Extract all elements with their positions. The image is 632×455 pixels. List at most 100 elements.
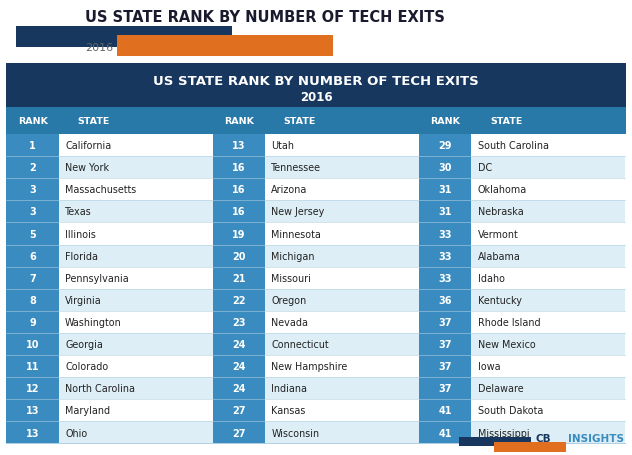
Bar: [265, 135, 419, 157]
Text: 24: 24: [232, 384, 246, 394]
Text: Connecticut: Connecticut: [271, 339, 329, 349]
Bar: [59, 267, 212, 289]
Bar: [419, 334, 471, 355]
Bar: [59, 223, 212, 245]
Text: Indiana: Indiana: [271, 384, 307, 394]
Text: Colorado: Colorado: [65, 361, 109, 371]
Text: Delaware: Delaware: [478, 384, 523, 394]
Text: Illinois: Illinois: [65, 229, 96, 239]
Bar: [419, 245, 471, 267]
Bar: [265, 267, 419, 289]
Text: STATE: STATE: [284, 116, 316, 126]
Text: Missouri: Missouri: [271, 273, 312, 283]
Text: South Dakota: South Dakota: [478, 405, 543, 415]
Bar: [6, 107, 626, 135]
Bar: [471, 201, 625, 223]
Bar: [265, 179, 419, 201]
Bar: [212, 267, 265, 289]
Bar: [6, 64, 626, 107]
Text: Nevada: Nevada: [271, 317, 308, 327]
Bar: [59, 135, 212, 157]
Bar: [212, 179, 265, 201]
Bar: [471, 399, 625, 422]
Text: RANK: RANK: [430, 116, 460, 126]
Bar: [471, 245, 625, 267]
Text: New Jersey: New Jersey: [271, 207, 325, 217]
Text: 5: 5: [29, 229, 36, 239]
Bar: [471, 422, 625, 444]
Text: 37: 37: [439, 317, 452, 327]
Text: Washington: Washington: [65, 317, 122, 327]
Bar: [419, 289, 471, 311]
Bar: [6, 311, 59, 334]
Text: 2016: 2016: [300, 91, 332, 104]
Bar: [471, 267, 625, 289]
Bar: [212, 223, 265, 245]
Text: 37: 37: [439, 339, 452, 349]
Text: 27: 27: [232, 405, 246, 415]
Bar: [419, 378, 471, 399]
Text: 27: 27: [232, 428, 246, 438]
Text: 16: 16: [232, 185, 246, 195]
Text: RANK: RANK: [224, 116, 254, 126]
Text: Vermont: Vermont: [478, 229, 518, 239]
Text: Wisconsin: Wisconsin: [271, 428, 320, 438]
Text: 31: 31: [439, 207, 452, 217]
Text: 41: 41: [439, 405, 452, 415]
Bar: [265, 334, 419, 355]
Bar: [419, 311, 471, 334]
Text: 3: 3: [29, 207, 36, 217]
Text: 13: 13: [232, 141, 246, 151]
Bar: [6, 245, 59, 267]
Bar: [6, 334, 59, 355]
Text: Maryland: Maryland: [65, 405, 111, 415]
Text: 19: 19: [232, 229, 246, 239]
Text: 29: 29: [439, 141, 452, 151]
Text: Iowa: Iowa: [478, 361, 501, 371]
Bar: [265, 422, 419, 444]
Bar: [212, 334, 265, 355]
Text: North Carolina: North Carolina: [65, 384, 135, 394]
Bar: [212, 378, 265, 399]
Text: Kentucky: Kentucky: [478, 295, 521, 305]
Bar: [6, 355, 59, 378]
Text: 21: 21: [232, 273, 246, 283]
Bar: [59, 422, 212, 444]
Bar: [212, 135, 265, 157]
Bar: [59, 201, 212, 223]
Bar: [6, 399, 59, 422]
Bar: [6, 223, 59, 245]
Bar: [212, 355, 265, 378]
Text: Pennsylvania: Pennsylvania: [65, 273, 129, 283]
Bar: [419, 157, 471, 179]
Bar: [419, 267, 471, 289]
Text: US STATE RANK BY NUMBER OF TECH EXITS: US STATE RANK BY NUMBER OF TECH EXITS: [85, 10, 445, 25]
Bar: [419, 179, 471, 201]
Text: Rhode Island: Rhode Island: [478, 317, 540, 327]
Bar: [117, 35, 333, 56]
Text: Georgia: Georgia: [65, 339, 103, 349]
Bar: [59, 157, 212, 179]
Bar: [265, 355, 419, 378]
Text: New Hampshire: New Hampshire: [271, 361, 348, 371]
Text: Kansas: Kansas: [271, 405, 306, 415]
Text: 8: 8: [29, 295, 36, 305]
Bar: [59, 245, 212, 267]
Text: INSIGHTS: INSIGHTS: [568, 434, 624, 444]
Text: Florida: Florida: [65, 251, 98, 261]
Text: 37: 37: [439, 384, 452, 394]
Text: 1: 1: [29, 141, 36, 151]
Text: 31: 31: [439, 185, 452, 195]
Text: 13: 13: [26, 428, 39, 438]
Text: Oregon: Oregon: [271, 295, 307, 305]
Bar: [471, 179, 625, 201]
Text: 33: 33: [439, 229, 452, 239]
Text: 12: 12: [26, 384, 39, 394]
Text: Virginia: Virginia: [65, 295, 102, 305]
Bar: [6, 179, 59, 201]
Text: 23: 23: [232, 317, 246, 327]
Bar: [6, 157, 59, 179]
Text: RANK: RANK: [18, 116, 47, 126]
Bar: [6, 201, 59, 223]
Bar: [6, 443, 626, 444]
